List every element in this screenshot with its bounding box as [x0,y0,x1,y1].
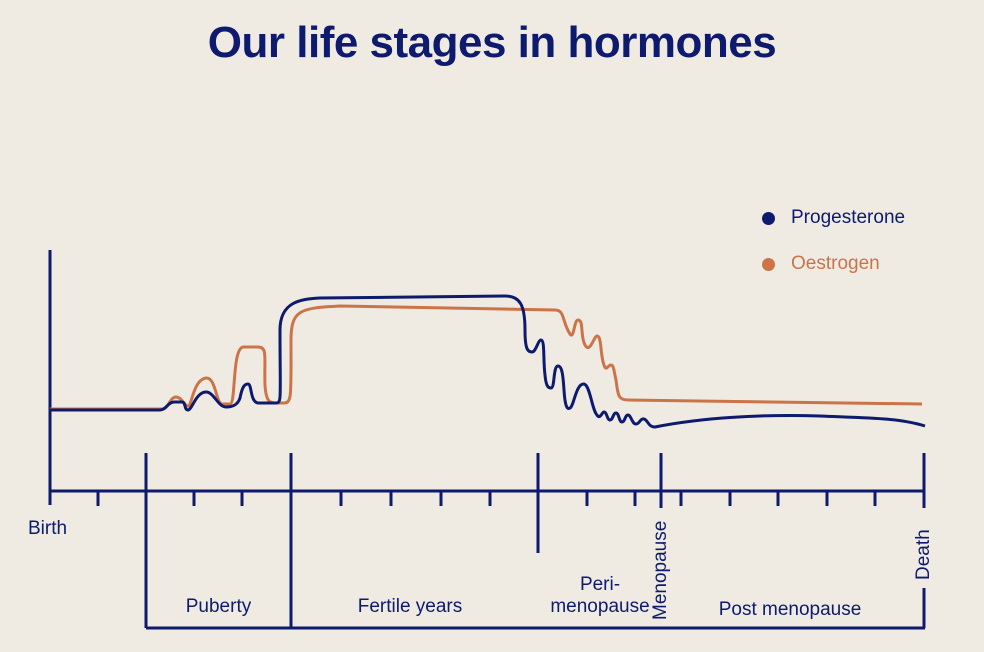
axis-label-birth: Birth [28,518,68,539]
stage-label-post-menopause: Post menopause [718,599,862,620]
stage-label-fertile-years: Fertile years [357,596,463,617]
axes [48,250,926,630]
legend-item-oestrogen: Oestrogen [762,253,880,275]
legend-label: Oestrogen [791,253,880,274]
progesterone-line [50,294,926,429]
progesterone-dot-icon [762,211,775,225]
ticks [96,491,877,506]
stage-label-puberty: Puberty [185,596,252,617]
oestrogen-dot-icon [762,257,775,271]
stage-label-perimenopause-2: menopause [550,596,650,617]
legend-label: Progesterone [791,207,906,228]
oestrogen-line [50,304,923,411]
axis-label-death: Death [913,529,934,580]
page-title: Our life stages in hormones [207,18,777,67]
stage-label-perimenopause-1: Peri- [579,574,621,595]
legend-item-progesterone: Progesterone [762,207,905,229]
